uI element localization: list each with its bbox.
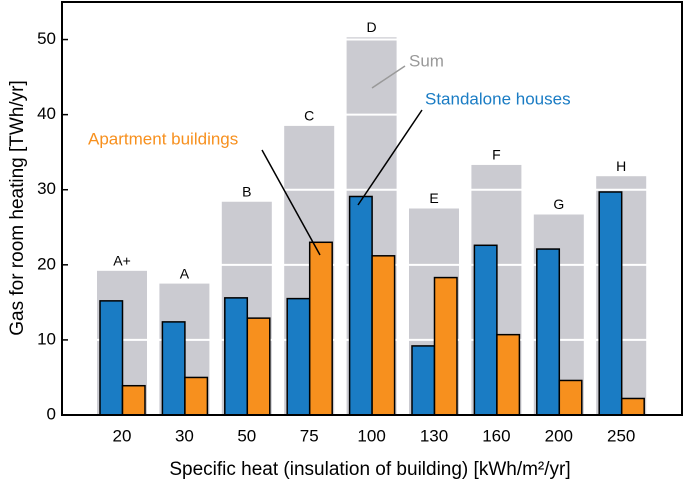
class-label: G (553, 196, 564, 212)
class-label: H (616, 158, 626, 174)
x-tick-label: 75 (300, 426, 319, 445)
x-tick-label: 50 (237, 426, 256, 445)
y-tick-label: 30 (37, 179, 56, 198)
bar (536, 248, 561, 416)
x-tick-label: 20 (113, 426, 132, 445)
annotation-line (357, 109, 423, 206)
bar (598, 191, 623, 416)
x-tick-label: 30 (175, 426, 194, 445)
x-tick-label: 250 (607, 426, 635, 445)
x-tick-label: 160 (482, 426, 510, 445)
bar (161, 321, 186, 416)
y-tick-label: 40 (37, 104, 56, 123)
x-tick-label: 100 (357, 426, 385, 445)
bar (473, 244, 498, 416)
class-label: B (242, 183, 251, 199)
bar (224, 297, 249, 416)
bar (121, 384, 146, 416)
x-tick-label: 130 (420, 426, 448, 445)
class-label: E (429, 190, 438, 206)
bar (411, 345, 436, 416)
class-label: A+ (113, 253, 131, 269)
bar (286, 297, 311, 416)
annotation-line (371, 65, 406, 89)
bar (433, 276, 458, 416)
x-axis-label: Specific heat (insulation of building) [… (169, 459, 570, 480)
x-tick-label: 200 (545, 426, 573, 445)
class-label: C (304, 108, 314, 124)
class-label: F (492, 147, 501, 163)
bar (496, 333, 521, 416)
bar (348, 195, 373, 416)
y-tick-label: 10 (37, 329, 56, 348)
bar (620, 397, 645, 416)
y-axis-label: Gas for room heating [TWh/yr] (7, 80, 28, 336)
series-annotation: Standalone houses (425, 89, 571, 108)
annotation-line (261, 149, 321, 256)
class-label: D (367, 19, 377, 35)
bar (371, 255, 396, 416)
series-annotation: Sum (409, 51, 444, 70)
y-tick-label: 20 (37, 254, 56, 273)
bar (558, 379, 583, 416)
class-label: A (180, 265, 190, 281)
bar (246, 317, 271, 416)
bar (99, 300, 124, 416)
series-annotation: Apartment buildings (88, 129, 238, 148)
y-tick-label: 0 (47, 404, 56, 423)
bar (308, 241, 333, 416)
plot-frame (61, 1, 683, 416)
bar (184, 376, 209, 416)
y-tick-label: 50 (37, 29, 56, 48)
